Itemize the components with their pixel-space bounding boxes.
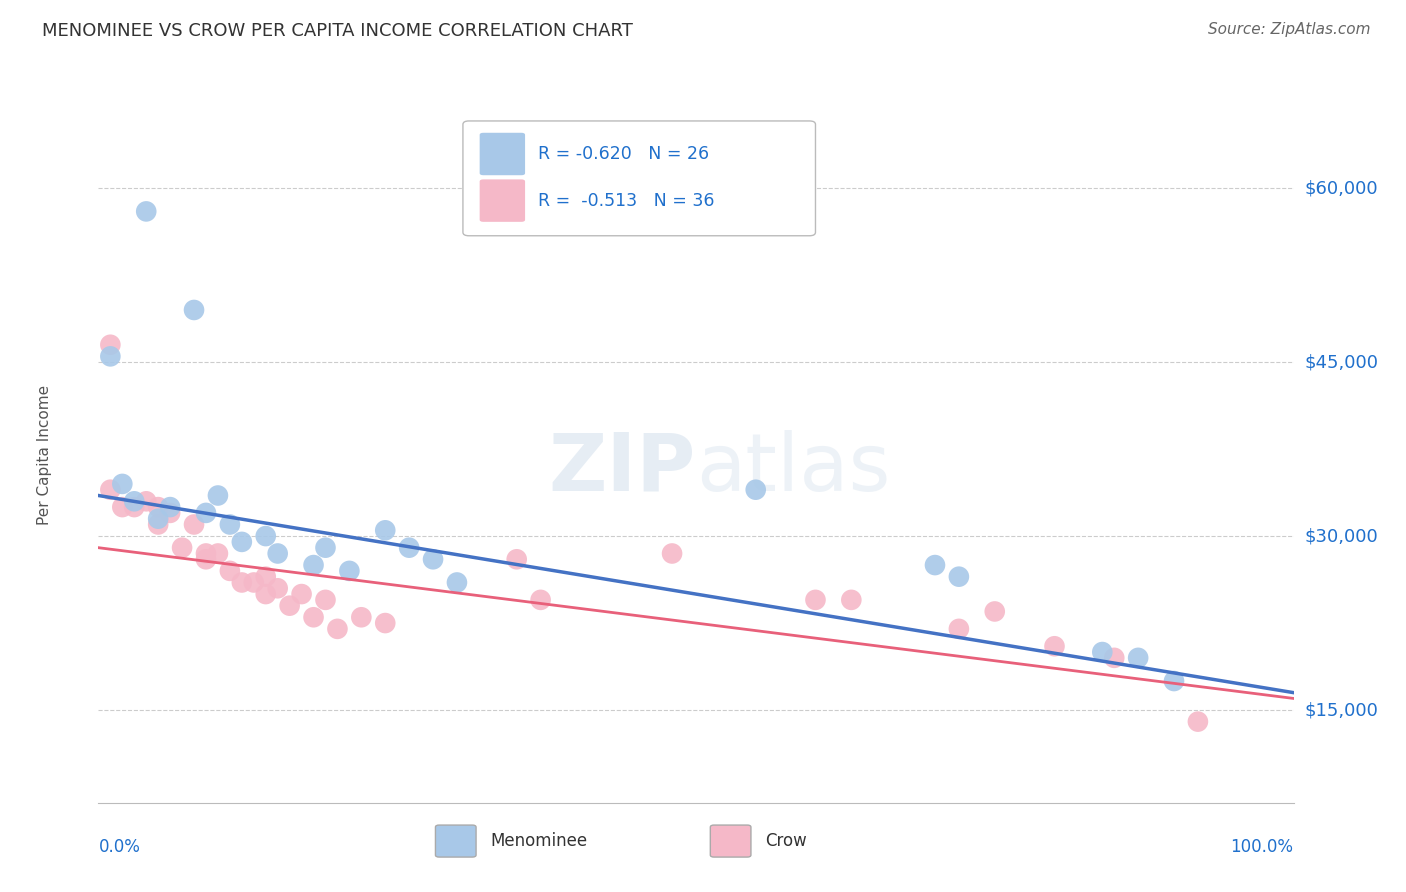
Point (745, 483, 768, 497)
Point (350, 610, 373, 624)
Point (337, 564, 360, 578)
Point (194, 546, 217, 561)
Point (302, 610, 325, 624)
Point (326, 622, 349, 636)
Point (172, 541, 194, 555)
FancyBboxPatch shape (436, 825, 477, 857)
FancyBboxPatch shape (710, 825, 751, 857)
Point (1102, 651, 1125, 665)
Point (111, 500, 134, 514)
Text: $60,000: $60,000 (1305, 179, 1378, 197)
Point (194, 506, 217, 520)
Point (446, 575, 468, 590)
Text: $30,000: $30,000 (1305, 527, 1378, 545)
Point (124, 500, 146, 514)
Point (207, 489, 229, 503)
Point (194, 552, 217, 566)
Point (1043, 639, 1066, 653)
Point (290, 587, 312, 601)
Point (135, 204, 157, 219)
Point (374, 615, 396, 630)
Point (422, 552, 444, 566)
Text: R = -0.620   N = 26: R = -0.620 N = 26 (538, 145, 710, 163)
Point (254, 529, 277, 543)
Text: Menominee: Menominee (491, 832, 588, 850)
Point (254, 570, 277, 584)
Text: ZIP: ZIP (548, 430, 696, 508)
Point (267, 546, 290, 561)
Point (398, 541, 420, 555)
Text: Source: ZipAtlas.com: Source: ZipAtlas.com (1208, 22, 1371, 37)
Point (302, 558, 325, 573)
Point (159, 500, 181, 514)
Text: atlas: atlas (696, 430, 890, 508)
Point (983, 605, 1005, 619)
Point (1187, 714, 1209, 729)
Point (98, 483, 122, 497)
Point (315, 541, 337, 555)
Point (231, 534, 253, 549)
Point (948, 622, 970, 636)
Point (98, 337, 122, 351)
FancyBboxPatch shape (479, 133, 524, 175)
Point (1091, 645, 1114, 659)
Point (243, 575, 266, 590)
Point (231, 575, 253, 590)
Point (148, 500, 170, 514)
Point (529, 592, 551, 607)
Text: Crow: Crow (765, 832, 807, 850)
Point (207, 546, 229, 561)
Point (661, 546, 683, 561)
FancyBboxPatch shape (479, 179, 524, 222)
FancyBboxPatch shape (463, 121, 815, 235)
Point (148, 517, 170, 532)
Point (1128, 651, 1150, 665)
Text: R =  -0.513   N = 36: R = -0.513 N = 36 (538, 192, 714, 210)
Point (183, 302, 205, 317)
Point (1163, 674, 1185, 689)
Text: Per Capita Income: Per Capita Income (37, 384, 52, 525)
Text: $15,000: $15,000 (1305, 701, 1378, 719)
Point (183, 517, 205, 532)
Point (924, 558, 946, 573)
Point (219, 564, 242, 578)
Point (804, 592, 827, 607)
Point (839, 592, 862, 607)
Text: 100.0%: 100.0% (1230, 838, 1294, 855)
Point (124, 494, 146, 508)
Point (98, 349, 122, 364)
Point (267, 582, 290, 596)
Point (374, 523, 396, 537)
Point (135, 494, 157, 508)
Point (506, 552, 529, 566)
Text: $45,000: $45,000 (1305, 353, 1379, 371)
Point (111, 476, 134, 491)
Point (948, 570, 970, 584)
Point (219, 517, 242, 532)
Point (278, 599, 301, 613)
Text: 0.0%: 0.0% (98, 838, 141, 855)
Point (254, 587, 277, 601)
Point (315, 592, 337, 607)
Point (159, 506, 181, 520)
Text: MENOMINEE VS CROW PER CAPITA INCOME CORRELATION CHART: MENOMINEE VS CROW PER CAPITA INCOME CORR… (42, 22, 633, 40)
Point (148, 511, 170, 525)
